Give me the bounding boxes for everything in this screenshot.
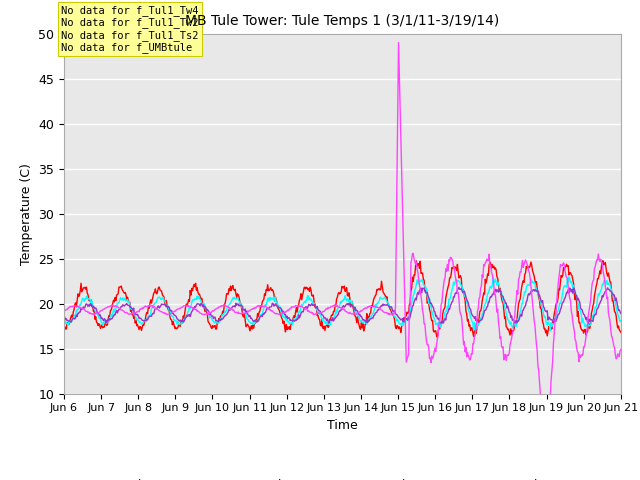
Y-axis label: Temperature (C): Temperature (C): [20, 163, 33, 264]
Title: MB Tule Tower: Tule Temps 1 (3/1/11-3/19/14): MB Tule Tower: Tule Temps 1 (3/1/11-3/19…: [185, 14, 500, 28]
Text: No data for f_Tul1_Tw4
No data for f_Tul1_Tw2
No data for f_Tul1_Ts2
No data for: No data for f_Tul1_Tw4 No data for f_Tul…: [61, 5, 198, 53]
Legend: Tul1_Tw+10cm, Tul1_Ts-8cm, Tul1_Ts-16cm, Tul1_Ts-32cm: Tul1_Tw+10cm, Tul1_Ts-8cm, Tul1_Ts-16cm,…: [81, 473, 604, 480]
X-axis label: Time: Time: [327, 419, 358, 432]
